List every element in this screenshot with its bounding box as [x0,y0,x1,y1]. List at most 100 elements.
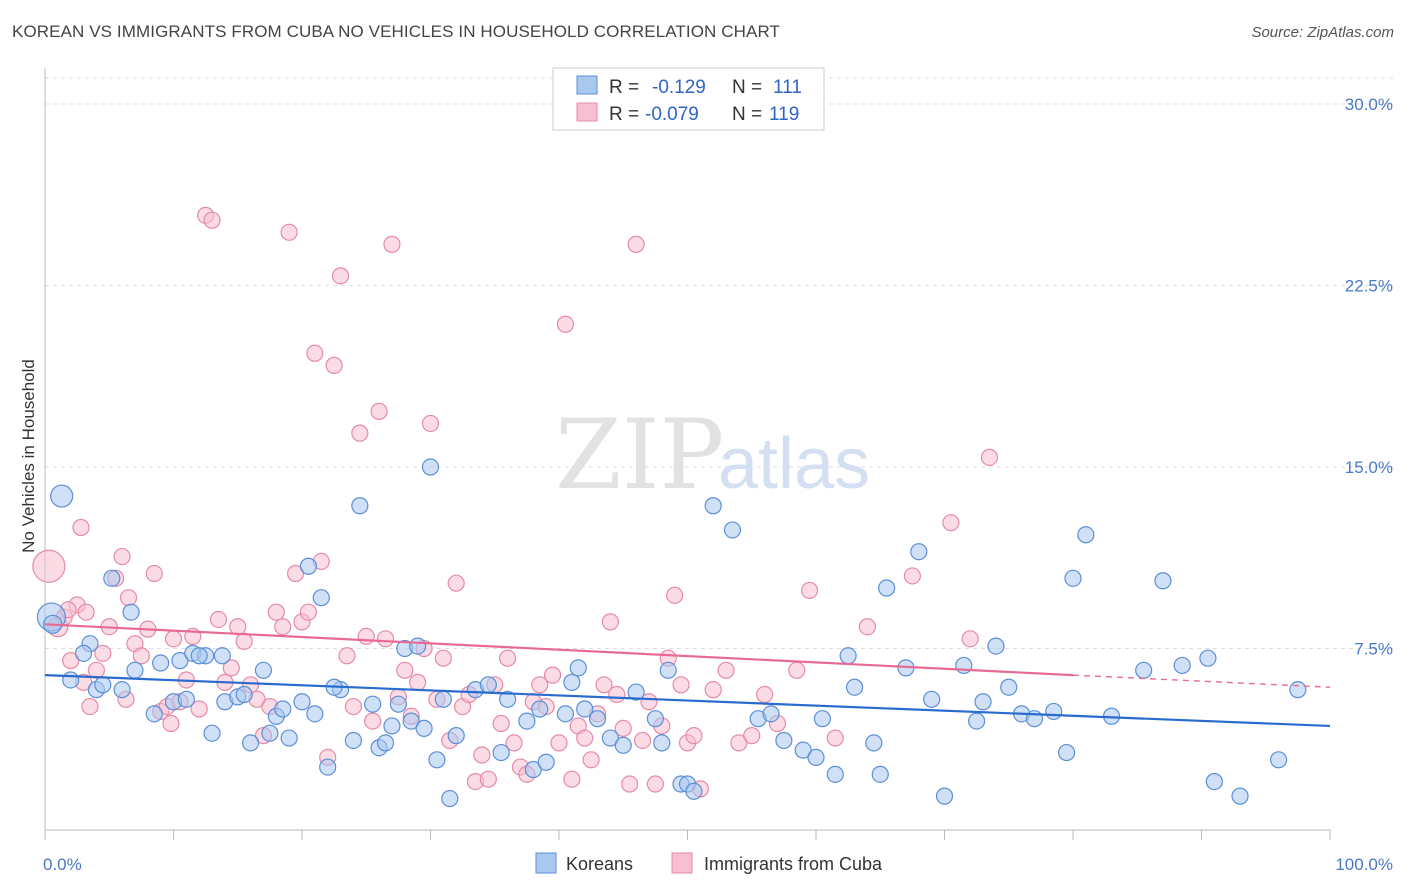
cuba-point-51 [370,402,388,420]
x-tick-label-1: 100.0% [1335,855,1393,874]
koreans-point-79 [987,637,1005,655]
koreans-point-74 [923,690,941,708]
cuba-point-29 [229,618,247,636]
koreans-point-75 [935,787,954,805]
cuba-point-84 [582,751,600,769]
koreans-point-25 [319,758,337,776]
legend-n-label-1: N = [732,77,762,98]
koreans-point-102 [203,724,221,742]
koreans-point-85 [1064,569,1082,587]
koreans-point-89 [1154,572,1172,590]
koreans-point-22 [293,693,311,711]
cuba-point-108 [788,661,806,679]
koreans-point-1 [50,484,74,508]
koreans-point-64 [807,748,825,767]
koreans-point-88 [1135,661,1153,679]
koreans-point-34 [434,690,452,708]
axes [44,68,1331,840]
cuba-point-26 [209,610,228,629]
cuba-point-112 [903,567,921,585]
cuba-point-97 [666,586,684,604]
koreans-point-59 [704,497,722,515]
koreans-point-95 [1289,681,1307,699]
cuba-point-19 [164,630,183,648]
koreans-point-71 [878,579,896,597]
y-tick-label-3: 30.0% [1345,95,1393,114]
cuba-point-71 [499,649,517,667]
cuba-point-61 [434,649,452,667]
koreans-point-31 [402,712,420,730]
x-tick-labels: 0.0% 100.0% [43,855,1393,874]
legend-n-label-2: N = [732,104,762,125]
koreans-point-62 [775,731,793,750]
cuba-point-50 [364,712,382,730]
y-tick-labels: 7.5% 15.0% 22.5% 30.0% [1345,95,1393,658]
cuba-point-105 [743,727,761,745]
koreans-point-109 [376,734,395,752]
cuba-point-87 [601,613,620,631]
y-tick-label-0: 7.5% [1354,640,1393,659]
koreans-point-77 [968,712,986,730]
cuba-trend-line [44,623,1074,677]
koreans-point-33 [428,751,446,769]
koreans-point-35 [447,727,465,745]
source-label: Source: ZipAtlas.com [1251,24,1394,41]
cuba-point-111 [858,618,877,636]
koreans-point-21 [274,700,292,718]
cuba-point-0 [32,549,66,583]
koreans-point-91 [1199,649,1217,667]
cuba-point-38 [286,564,305,583]
koreans-point-53 [653,734,671,752]
koreans-point-46 [569,659,587,677]
koreans-point-108 [364,695,382,713]
cuba-point-23 [190,700,208,718]
cuba-point-30 [235,632,253,650]
cuba-point-35 [267,603,285,621]
cuba-point-104 [730,734,748,752]
cuba-point-57 [409,673,427,691]
cuba-point-115 [980,448,999,466]
koreans-point-45 [563,673,581,691]
koreans-point-23 [299,557,318,575]
koreans-point-69 [865,734,883,752]
bottom-legend-cuba: Immigrants from Cuba [704,854,883,874]
koreans-point-10 [213,647,231,665]
koreans-point-80 [1000,678,1018,696]
y-tick-label-1: 15.0% [1345,458,1393,477]
cuba-point-25 [203,211,221,229]
cuba-point-90 [621,775,639,793]
cuba-point-72 [505,734,523,752]
koreans-point-43 [537,753,555,771]
koreans-point-65 [813,710,832,728]
cuba-trend-line-extension [1072,674,1331,688]
bottom-legend-swatch-cuba [671,852,693,874]
cuba-point-92 [633,731,652,750]
koreans-point-15 [190,647,208,665]
watermark-atlas: atlas [718,424,870,504]
cuba-point-78 [543,666,562,684]
koreans-point-20 [242,734,260,752]
cuba-point-44 [325,356,343,374]
koreans-point-73 [910,543,928,561]
cuba-point-116 [72,518,90,537]
cuba-point-12 [119,589,138,607]
cuba-point-53 [383,235,401,253]
cuba-point-45 [331,267,350,285]
koreans-point-61 [762,705,780,723]
koreans-point-47 [576,700,594,718]
koreans-point-96 [62,671,80,689]
koreans-point-52 [646,710,664,728]
cuba-point-103 [717,661,735,679]
koreans-point-105 [312,589,330,607]
cuba-point-7 [87,661,106,679]
koreans-point-70 [871,765,889,783]
koreans-point-66 [826,765,844,783]
koreans-point-44 [556,705,575,723]
cuba-point-88 [608,685,626,704]
series-koreans-points [36,458,1307,808]
koreans-point-63 [794,741,812,759]
koreans-point-100 [152,654,170,672]
series-legend: Koreans Immigrants from Cuba [535,852,883,874]
chart-title: KOREAN VS IMMIGRANTS FROM CUBA NO VEHICL… [12,22,780,41]
